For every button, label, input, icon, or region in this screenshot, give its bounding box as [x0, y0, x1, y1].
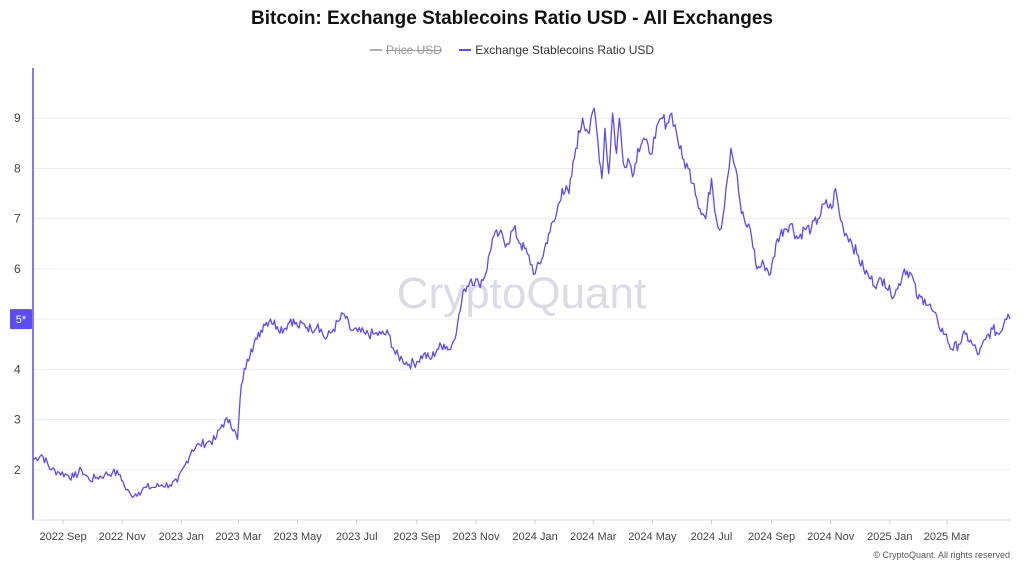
y-tick-label-7: 7 [14, 212, 21, 226]
x-tick-label-6: 2023 Sep [393, 531, 440, 543]
x-tick-label-15: 2025 Mar [924, 531, 971, 543]
x-tick-label-9: 2024 Mar [570, 531, 617, 543]
legend-item-price-usd[interactable]: Price USD [369, 43, 442, 57]
x-tick-label-7: 2023 Nov [452, 531, 500, 543]
x-tick-label-1: 2022 Nov [99, 531, 147, 543]
x-tick-label-3: 2023 Mar [215, 531, 262, 543]
x-tick-label-2: 2023 Jan [159, 531, 204, 543]
y-tick-label-8: 8 [14, 161, 21, 175]
chart-legend: Price USD Exchange Stablecoins Ratio USD [0, 40, 1024, 57]
legend-item-stablecoins-ratio[interactable]: Exchange Stablecoins Ratio USD [459, 43, 654, 57]
legend-label-price-usd: Price USD [385, 43, 442, 57]
legend-swatch-stablecoins-ratio [459, 49, 472, 51]
current-value-badge-label: 5* [16, 314, 27, 326]
chart-title: Bitcoin: Exchange Stablecoins Ratio USD … [251, 8, 773, 29]
x-tick-label-5: 2023 Jul [336, 531, 378, 543]
x-tick-label-12: 2024 Sep [748, 531, 795, 543]
x-tick-label-10: 2024 May [628, 531, 677, 543]
x-tick-label-11: 2024 Jul [691, 531, 733, 543]
y-tick-label-6: 6 [14, 262, 21, 276]
current-value-badge [10, 309, 32, 330]
legend-swatch-price-usd [369, 49, 382, 51]
copyright-text: © CryptoQuant. All rights reserved [873, 550, 1010, 560]
x-tick-label-8: 2024 Jan [512, 531, 557, 543]
watermark: CryptoQuant [397, 269, 646, 318]
x-tick-label-0: 2022 Sep [39, 531, 86, 543]
y-tick-label-2: 2 [14, 463, 21, 477]
legend-label-stablecoins-ratio: Exchange Stablecoins Ratio USD [475, 43, 655, 57]
y-tick-label-4: 4 [14, 362, 21, 376]
y-tick-label-9: 9 [14, 111, 21, 125]
x-tick-label-14: 2025 Jan [867, 531, 912, 543]
series-line-stablecoins-ratio [32, 107, 1011, 499]
y-tick-label-3: 3 [14, 413, 21, 427]
x-tick-label-4: 2023 May [273, 531, 322, 543]
x-tick-label-13: 2024 Nov [807, 531, 855, 543]
